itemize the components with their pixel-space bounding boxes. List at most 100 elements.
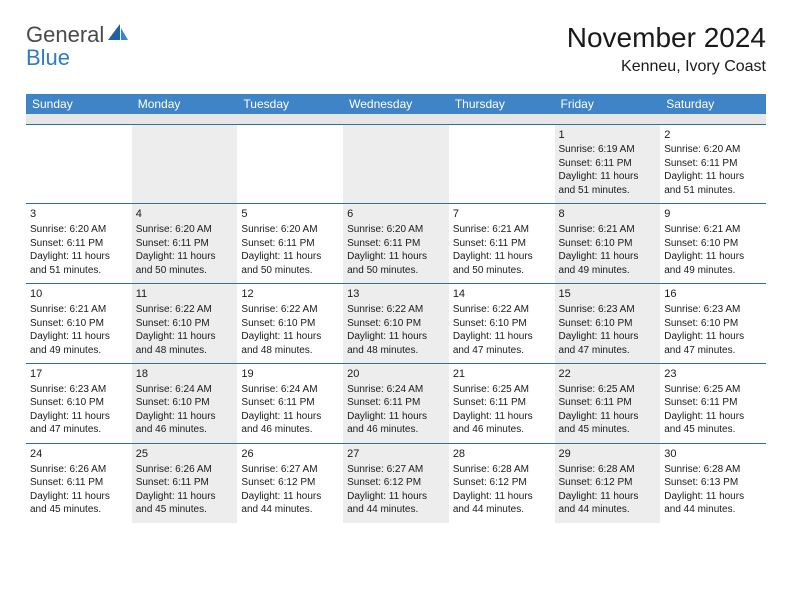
day-number: 30 (664, 447, 762, 462)
day-info: Sunrise: 6:21 AM (664, 223, 762, 237)
day-info: Sunrise: 6:28 AM (664, 463, 762, 477)
weekday-header: Thursday (449, 94, 555, 114)
day-info: Sunrise: 6:21 AM (30, 303, 128, 317)
day-info: Sunrise: 6:25 AM (664, 383, 762, 397)
sail-icon (108, 24, 130, 47)
day-info: Sunset: 6:12 PM (559, 476, 657, 490)
day-info: Sunset: 6:12 PM (453, 476, 551, 490)
day-info: Daylight: 11 hours (453, 330, 551, 344)
day-number: 22 (559, 367, 657, 382)
calendar-day: 26Sunrise: 6:27 AMSunset: 6:12 PMDayligh… (237, 443, 343, 522)
calendar-day: 5Sunrise: 6:20 AMSunset: 6:11 PMDaylight… (237, 204, 343, 284)
day-info: and 49 minutes. (664, 264, 762, 278)
day-info: Sunrise: 6:25 AM (453, 383, 551, 397)
day-number: 19 (241, 367, 339, 382)
day-info: Daylight: 11 hours (664, 250, 762, 264)
calendar-day: 12Sunrise: 6:22 AMSunset: 6:10 PMDayligh… (237, 284, 343, 364)
day-info: and 48 minutes. (136, 344, 234, 358)
logo-general: General (26, 22, 104, 47)
day-info: Sunrise: 6:25 AM (559, 383, 657, 397)
calendar-day: 2Sunrise: 6:20 AMSunset: 6:11 PMDaylight… (660, 124, 766, 204)
day-info: Sunrise: 6:22 AM (347, 303, 445, 317)
calendar-day: 10Sunrise: 6:21 AMSunset: 6:10 PMDayligh… (26, 284, 132, 364)
day-info: Daylight: 11 hours (559, 330, 657, 344)
day-info: Sunset: 6:12 PM (241, 476, 339, 490)
day-info: Sunset: 6:10 PM (664, 237, 762, 251)
calendar-day: 24Sunrise: 6:26 AMSunset: 6:11 PMDayligh… (26, 443, 132, 522)
day-info: Sunset: 6:11 PM (30, 237, 128, 251)
day-info: and 48 minutes. (347, 344, 445, 358)
calendar-day: 15Sunrise: 6:23 AMSunset: 6:10 PMDayligh… (555, 284, 661, 364)
day-info: Sunset: 6:10 PM (559, 237, 657, 251)
weekday-header: Friday (555, 94, 661, 114)
day-info: Sunrise: 6:23 AM (664, 303, 762, 317)
day-info: Sunset: 6:11 PM (453, 396, 551, 410)
day-number: 26 (241, 447, 339, 462)
day-info: Daylight: 11 hours (30, 330, 128, 344)
calendar-day (343, 124, 449, 204)
calendar-head: SundayMondayTuesdayWednesdayThursdayFrid… (26, 94, 766, 114)
day-info: Daylight: 11 hours (136, 330, 234, 344)
calendar-day: 3Sunrise: 6:20 AMSunset: 6:11 PMDaylight… (26, 204, 132, 284)
day-number: 16 (664, 287, 762, 302)
day-info: Sunset: 6:11 PM (559, 157, 657, 171)
calendar-day: 4Sunrise: 6:20 AMSunset: 6:11 PMDaylight… (132, 204, 238, 284)
day-info: Sunrise: 6:21 AM (453, 223, 551, 237)
day-info: and 44 minutes. (559, 503, 657, 517)
calendar-day: 29Sunrise: 6:28 AMSunset: 6:12 PMDayligh… (555, 443, 661, 522)
day-info: Daylight: 11 hours (664, 490, 762, 504)
day-info: Sunset: 6:10 PM (136, 396, 234, 410)
day-info: Sunset: 6:11 PM (347, 237, 445, 251)
day-info: Sunrise: 6:24 AM (241, 383, 339, 397)
calendar-day (132, 124, 238, 204)
day-number: 13 (347, 287, 445, 302)
calendar-day (449, 124, 555, 204)
day-info: Daylight: 11 hours (559, 410, 657, 424)
day-number: 10 (30, 287, 128, 302)
day-info: and 49 minutes. (30, 344, 128, 358)
day-info: and 46 minutes. (347, 423, 445, 437)
day-number: 9 (664, 207, 762, 222)
day-info: Daylight: 11 hours (347, 330, 445, 344)
day-info: Daylight: 11 hours (453, 250, 551, 264)
calendar-body: 1Sunrise: 6:19 AMSunset: 6:11 PMDaylight… (26, 114, 766, 523)
calendar-day: 9Sunrise: 6:21 AMSunset: 6:10 PMDaylight… (660, 204, 766, 284)
page-title: November 2024 (567, 22, 766, 54)
day-info: Sunrise: 6:24 AM (347, 383, 445, 397)
day-info: and 50 minutes. (136, 264, 234, 278)
calendar-day: 1Sunrise: 6:19 AMSunset: 6:11 PMDaylight… (555, 124, 661, 204)
calendar-day: 20Sunrise: 6:24 AMSunset: 6:11 PMDayligh… (343, 364, 449, 444)
day-info: and 51 minutes. (30, 264, 128, 278)
day-info: and 47 minutes. (453, 344, 551, 358)
day-info: Sunset: 6:10 PM (347, 317, 445, 331)
day-info: Sunset: 6:11 PM (241, 396, 339, 410)
calendar-day: 21Sunrise: 6:25 AMSunset: 6:11 PMDayligh… (449, 364, 555, 444)
day-info: and 44 minutes. (453, 503, 551, 517)
day-info: Daylight: 11 hours (30, 250, 128, 264)
day-info: and 51 minutes. (559, 184, 657, 198)
day-info: Sunset: 6:10 PM (136, 317, 234, 331)
calendar-day: 28Sunrise: 6:28 AMSunset: 6:12 PMDayligh… (449, 443, 555, 522)
day-info: Sunrise: 6:20 AM (347, 223, 445, 237)
day-info: and 50 minutes. (347, 264, 445, 278)
day-info: Sunset: 6:10 PM (664, 317, 762, 331)
calendar-day: 23Sunrise: 6:25 AMSunset: 6:11 PMDayligh… (660, 364, 766, 444)
day-info: Sunset: 6:11 PM (664, 157, 762, 171)
calendar-day: 19Sunrise: 6:24 AMSunset: 6:11 PMDayligh… (237, 364, 343, 444)
day-info: Sunset: 6:11 PM (347, 396, 445, 410)
calendar-day: 8Sunrise: 6:21 AMSunset: 6:10 PMDaylight… (555, 204, 661, 284)
day-info: Sunset: 6:10 PM (559, 317, 657, 331)
logo-blue: Blue (26, 45, 70, 70)
calendar-day: 14Sunrise: 6:22 AMSunset: 6:10 PMDayligh… (449, 284, 555, 364)
day-info: and 45 minutes. (30, 503, 128, 517)
day-number: 18 (136, 367, 234, 382)
day-info: and 46 minutes. (453, 423, 551, 437)
calendar-day: 25Sunrise: 6:26 AMSunset: 6:11 PMDayligh… (132, 443, 238, 522)
day-info: and 46 minutes. (136, 423, 234, 437)
day-info: Daylight: 11 hours (136, 250, 234, 264)
day-number: 20 (347, 367, 445, 382)
day-number: 6 (347, 207, 445, 222)
day-info: and 51 minutes. (664, 184, 762, 198)
day-info: Daylight: 11 hours (453, 410, 551, 424)
weekday-header: Saturday (660, 94, 766, 114)
